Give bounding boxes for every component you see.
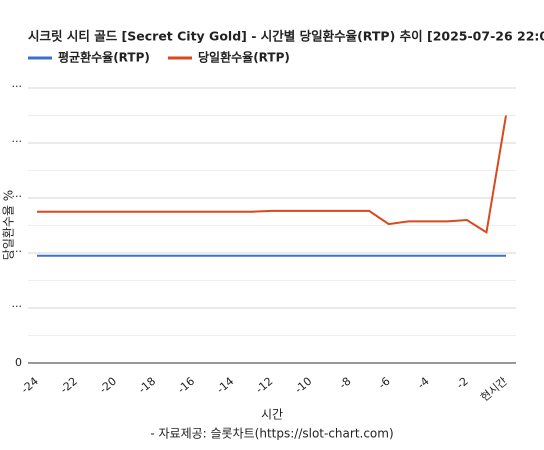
x-axis-title: 시간	[261, 408, 283, 422]
y-tick-label: ...	[12, 187, 23, 200]
y-tick-label: 0	[15, 356, 22, 369]
legend-label: 당일환수율(RTP)	[198, 50, 290, 65]
legend-label: 평균환수율(RTP)	[58, 50, 150, 65]
source-note: - 자료제공: 슬롯차트(https://slot-chart.com)	[150, 427, 393, 441]
y-axis-title: 당일환수율 %	[2, 190, 16, 260]
y-tick-label: ...	[12, 77, 23, 90]
y-tick-label: ...	[12, 242, 23, 255]
y-tick-label: ...	[12, 132, 23, 145]
y-tick-label: ...	[12, 297, 23, 310]
chart-title: 시크릿 시티 골드 [Secret City Gold] - 시간별 당일환수율…	[28, 29, 544, 44]
series-line	[37, 115, 507, 235]
